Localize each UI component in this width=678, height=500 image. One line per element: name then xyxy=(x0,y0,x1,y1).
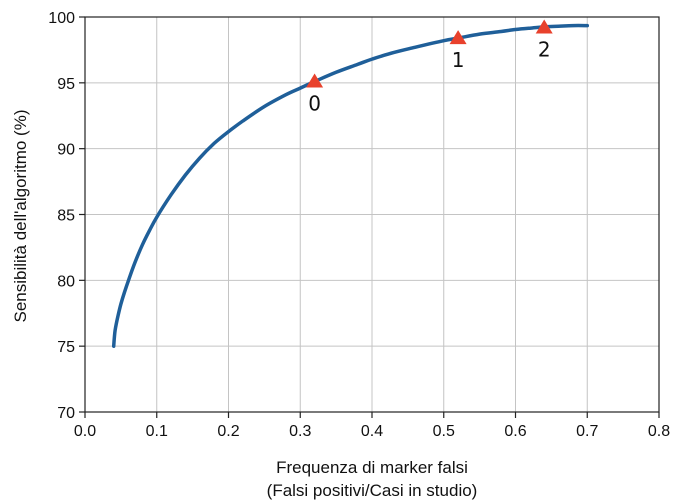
x-tick-label: 0.5 xyxy=(433,423,455,440)
x-axis-title: Frequenza di marker falsi xyxy=(276,458,468,477)
x-axis-subtitle: (Falsi positivi/Casi in studio) xyxy=(267,481,478,500)
y-tick-label: 95 xyxy=(57,76,75,93)
y-tick-label: 80 xyxy=(57,273,75,290)
x-tick-label: 0.6 xyxy=(504,423,526,440)
grid xyxy=(85,17,659,412)
y-tick-label: 90 xyxy=(57,142,75,159)
series-layer xyxy=(111,23,590,348)
x-tick-label: 0.3 xyxy=(289,423,311,440)
marker-layer: 0 1 2 xyxy=(306,19,553,116)
y-tick-label: 85 xyxy=(57,208,75,225)
axis-ticks: 0.0 0.1 0.2 0.3 0.4 0.5 0.6 0.7 0.8 70 75 80 85 90 95 1… xyxy=(48,10,670,440)
x-tick-label: 0.1 xyxy=(146,423,168,440)
marker-label: 0 xyxy=(308,92,321,116)
x-tick-label: 0.0 xyxy=(74,423,96,440)
marker-label: 1 xyxy=(452,48,465,72)
marker-label: 2 xyxy=(538,38,551,62)
y-tick-label: 75 xyxy=(57,339,75,356)
y-axis-title: Sensibilità dell'algoritmo (%) xyxy=(11,110,30,323)
x-tick-label: 0.4 xyxy=(361,423,383,440)
x-tick-label: 0.2 xyxy=(217,423,239,440)
marker-triangle xyxy=(449,30,467,45)
marker-triangle xyxy=(535,19,553,34)
y-tick-label: 70 xyxy=(57,405,75,422)
y-tick-label: 100 xyxy=(48,10,75,27)
plot-frame xyxy=(84,16,660,413)
x-tick-label: 0.8 xyxy=(648,423,670,440)
series-line xyxy=(111,23,590,348)
x-tick-label: 0.7 xyxy=(576,423,598,440)
marker-triangle xyxy=(306,73,324,88)
